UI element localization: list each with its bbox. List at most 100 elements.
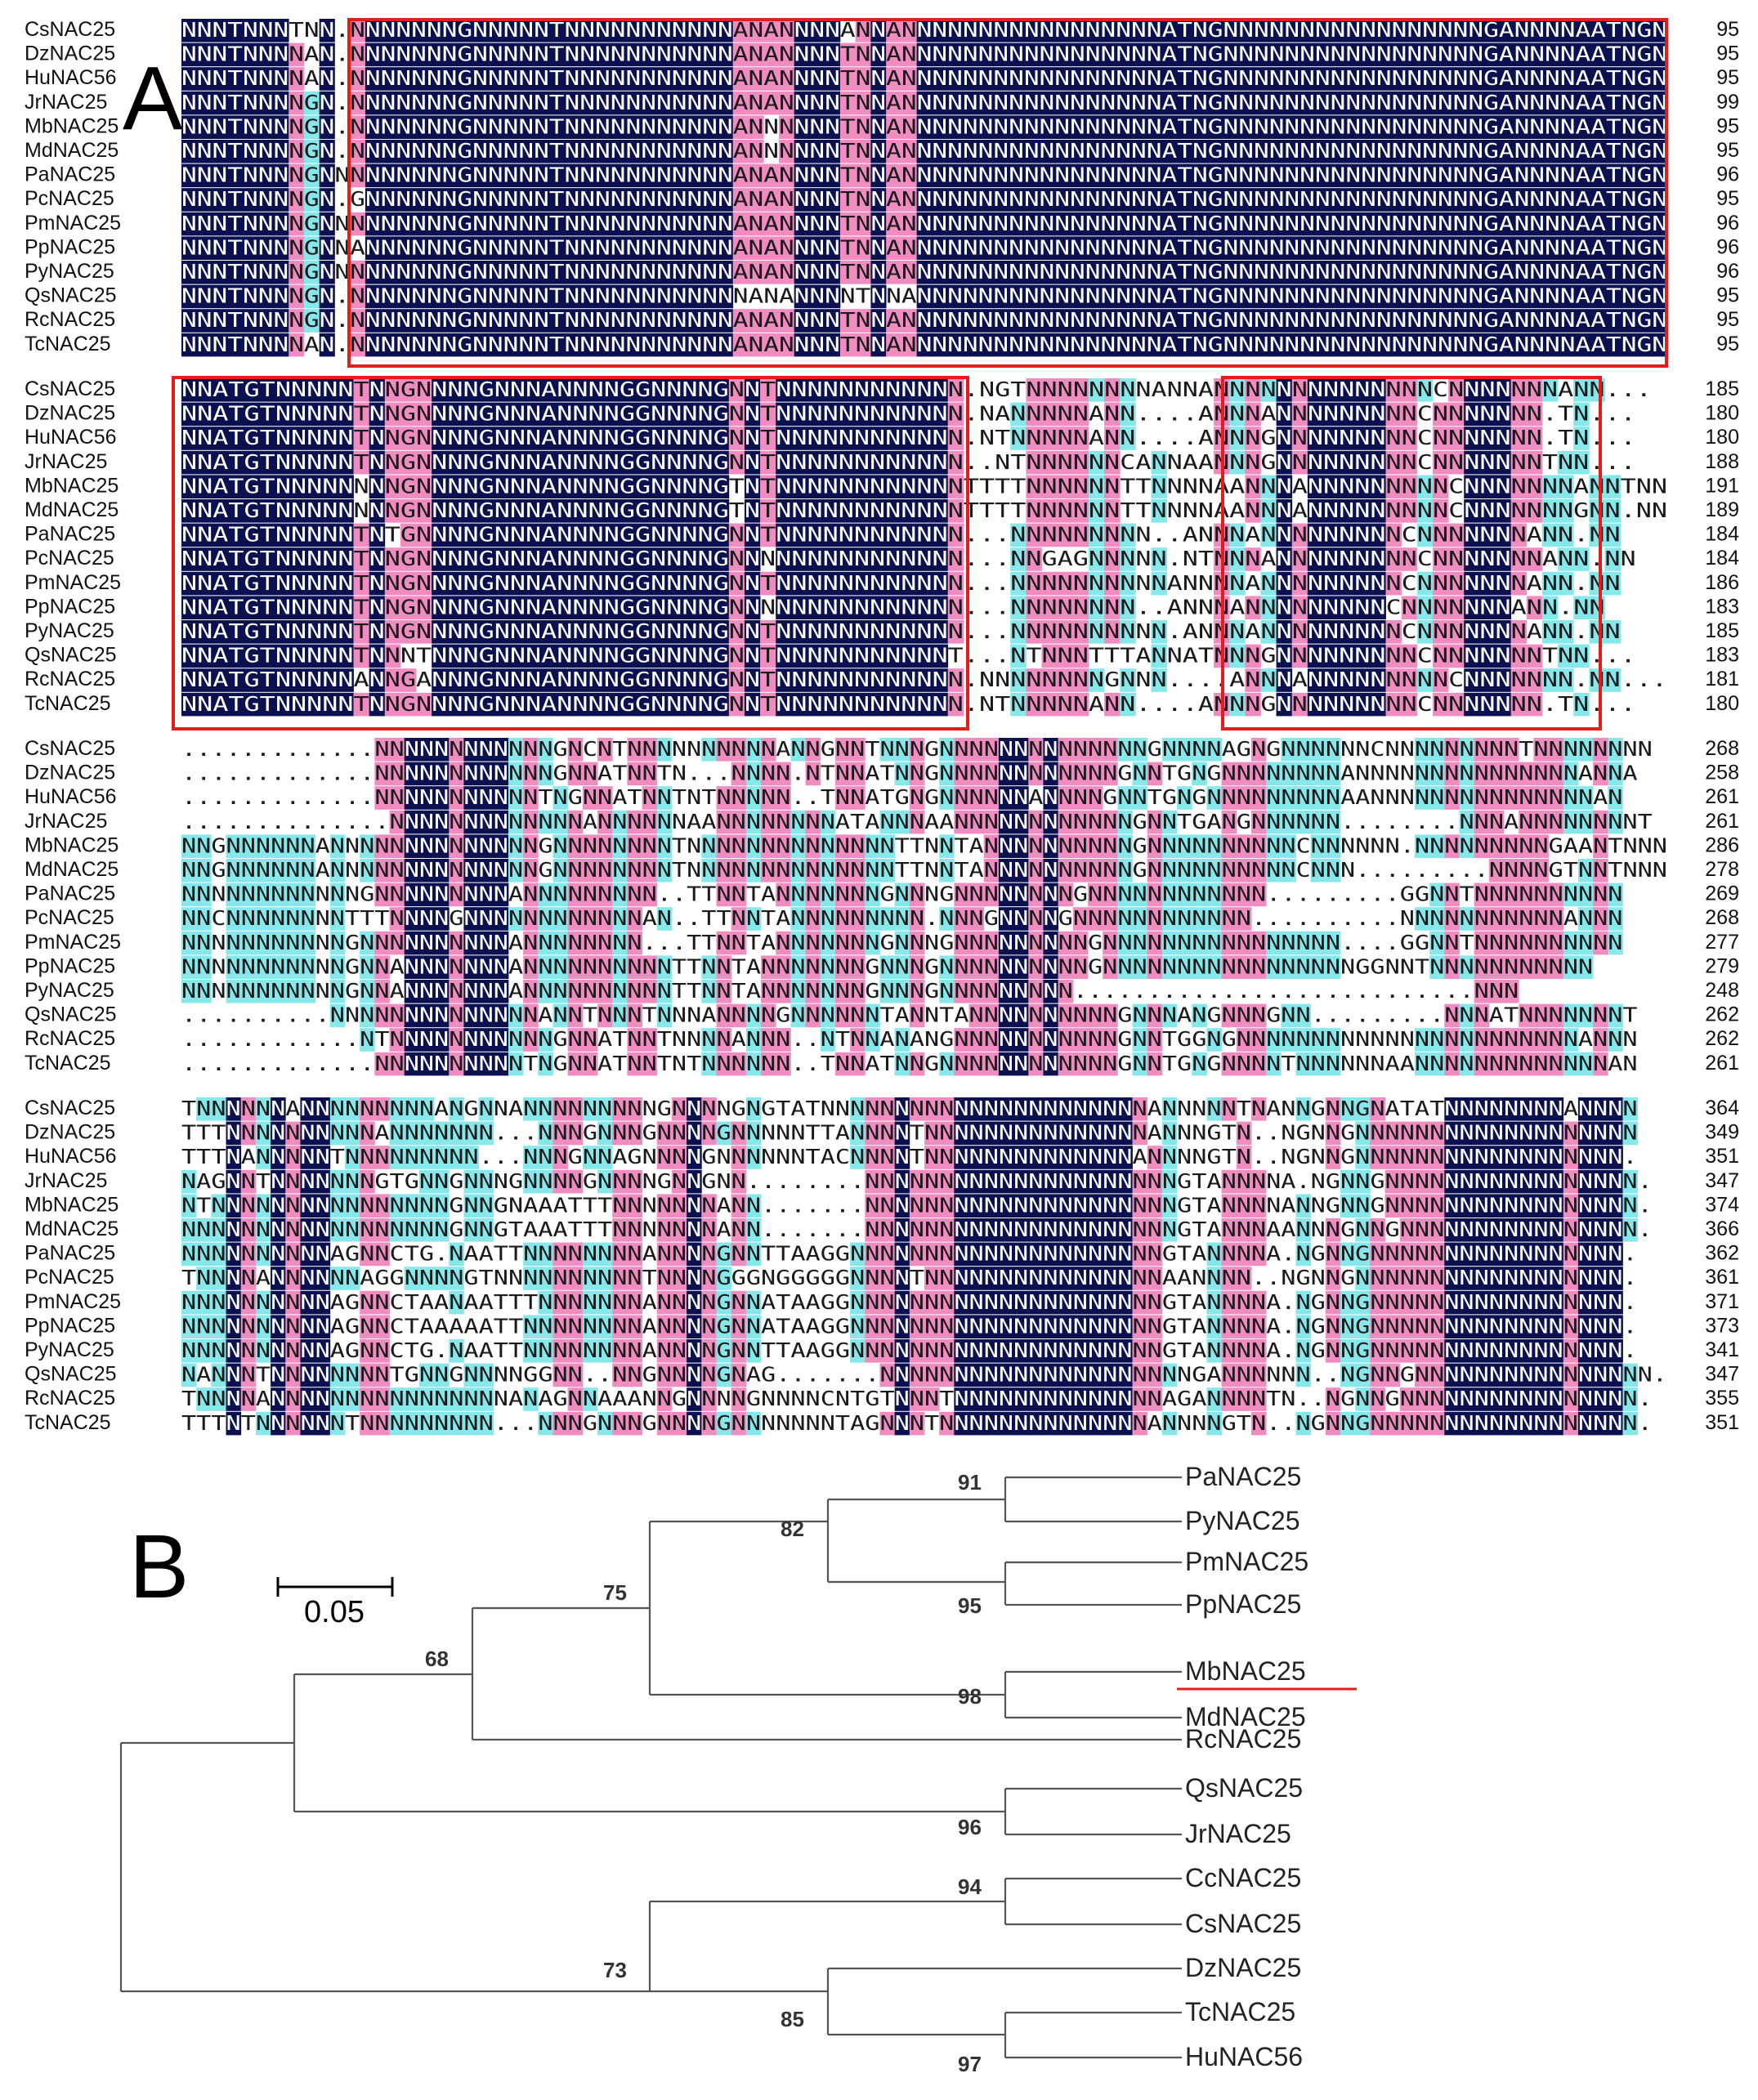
residue-shade bbox=[1391, 42, 1407, 67]
residue-shade bbox=[1529, 115, 1546, 139]
residue-shade bbox=[457, 115, 473, 139]
residue-shade bbox=[1146, 67, 1162, 91]
sequence-text-overlay: NNATGTNNNNN N NNNGNNNANNNNGGNNNNG N NNNN… bbox=[181, 547, 1636, 570]
residue-shade bbox=[1452, 115, 1469, 139]
residue-shade bbox=[503, 42, 519, 67]
residue-shade bbox=[794, 91, 810, 115]
residue-shade bbox=[1085, 91, 1101, 115]
residue-shade bbox=[1039, 42, 1055, 67]
residue-shade bbox=[962, 91, 978, 115]
residue-shade bbox=[732, 19, 749, 42]
bootstrap-value: 85 bbox=[781, 2007, 804, 2031]
residue-shade bbox=[518, 140, 535, 163]
sequence-row: NNATGTNNNNNTNNGNNNNGNNNANNNNGGNNNNGNNTNN… bbox=[181, 426, 1636, 450]
residue-shade bbox=[196, 42, 212, 67]
species-label: TcNAC25 bbox=[25, 333, 111, 355]
residue-shade bbox=[1223, 115, 1239, 139]
residue-shade bbox=[1452, 140, 1469, 163]
residue-shade bbox=[886, 163, 902, 188]
residue-shade bbox=[702, 91, 718, 115]
residue-shade bbox=[1284, 42, 1300, 67]
residue-shade bbox=[1116, 115, 1132, 139]
position-number: 95 bbox=[1716, 308, 1739, 331]
residue-shade bbox=[855, 91, 871, 115]
residue-shade bbox=[1238, 19, 1255, 42]
residue-shade bbox=[1314, 140, 1331, 163]
residue-shade bbox=[1023, 42, 1040, 67]
residue-shade bbox=[794, 67, 810, 91]
residue-shade bbox=[717, 140, 734, 163]
residue-shade bbox=[1192, 67, 1209, 91]
position-number: 361 bbox=[1705, 1266, 1739, 1289]
residue-shade bbox=[732, 67, 749, 91]
residue-shade bbox=[564, 19, 580, 42]
sequence-text-overlay: NNN NNN NN N bbox=[181, 979, 1519, 1003]
residue-shade bbox=[1422, 67, 1438, 91]
residue-shade bbox=[916, 140, 933, 163]
residue-shade bbox=[947, 115, 964, 139]
residue-shade bbox=[441, 42, 458, 67]
position-number: 362 bbox=[1705, 1242, 1739, 1265]
residue-shade bbox=[212, 115, 228, 139]
sequence-text-overlay: NNN NNN NN N bbox=[181, 737, 1653, 761]
residue-shade bbox=[641, 19, 657, 42]
residue-shade bbox=[962, 19, 978, 42]
sequence-row: TTTNNNNNNNNNNANNNNNNN...NNNGNNNGNNNNGNNN… bbox=[181, 1121, 1639, 1146]
residue-shade bbox=[932, 115, 948, 139]
species-label: DzNAC25 bbox=[25, 762, 115, 784]
leaf-label: RcNAC25 bbox=[1185, 1724, 1301, 1754]
bootstrap-value: 68 bbox=[425, 1646, 449, 1671]
residue-shade bbox=[1009, 91, 1025, 115]
residue-shade bbox=[380, 91, 396, 115]
species-label: MbNAC25 bbox=[25, 114, 119, 137]
residue-shade bbox=[1468, 67, 1484, 91]
residue-shade bbox=[1039, 67, 1055, 91]
residue-shade bbox=[426, 19, 443, 42]
residue-shade bbox=[702, 163, 718, 188]
residue-shade bbox=[441, 140, 458, 163]
residue-shade bbox=[1514, 91, 1530, 115]
residue-shade bbox=[350, 115, 366, 139]
sequence-row: NNNTNNNNGNNNNNNNNNGNNNNNTNNNNNNNNNNNANAN… bbox=[181, 163, 1668, 188]
residue-shade bbox=[671, 115, 687, 139]
sequence-row: NNNNNNNNNNAGNNCTG.NAATTNNNNNNNNANNNNGNNT… bbox=[181, 1338, 1638, 1363]
residue-shade bbox=[809, 91, 825, 115]
position-number: 95 bbox=[1716, 66, 1739, 89]
residue-shade bbox=[1177, 67, 1193, 91]
species-label: RcNAC25 bbox=[25, 308, 115, 331]
residue-shade bbox=[839, 115, 857, 139]
residue-shade bbox=[1361, 67, 1377, 91]
residue-shade bbox=[212, 67, 228, 91]
residue-shade bbox=[825, 163, 841, 188]
species-label: HuNAC56 bbox=[25, 66, 117, 89]
residue-shade bbox=[748, 67, 764, 91]
residue-shade bbox=[579, 67, 596, 91]
sequence-row: NNATGTNNNNNTNNGNNNNGNNNANNNNGGNNNNGNNTNN… bbox=[181, 378, 1652, 402]
position-number: 364 bbox=[1705, 1097, 1739, 1119]
residue-shade bbox=[1437, 42, 1454, 67]
residue-shade bbox=[472, 42, 489, 67]
residue-shade bbox=[518, 67, 535, 91]
sequence-row: NNNNNNNNNNNGNNNNNNNNNNANNNNNNNN...TTNNTA… bbox=[181, 931, 1623, 955]
species-label: TcNAC25 bbox=[25, 1052, 111, 1075]
residue-shade bbox=[1009, 140, 1025, 163]
residue-shade bbox=[1131, 91, 1147, 115]
residue-shade bbox=[1545, 19, 1561, 42]
residue-shade bbox=[671, 19, 687, 42]
residue-shade bbox=[518, 163, 535, 188]
residue-shade bbox=[1483, 42, 1500, 67]
residue-shade bbox=[273, 140, 289, 163]
residue-shade bbox=[809, 42, 825, 67]
residue-shade bbox=[396, 19, 412, 42]
species-label: PaNAC25 bbox=[25, 882, 115, 905]
sequence-text-overlay: N N NN N N NNNNNNNNNNNN NNNNNNNN NNN bbox=[181, 1121, 1638, 1145]
position-number: 95 bbox=[1716, 284, 1739, 307]
residue-shade bbox=[1223, 91, 1239, 115]
residue-shade bbox=[1452, 19, 1469, 42]
residue-shade bbox=[227, 67, 244, 91]
residue-shade bbox=[319, 140, 335, 163]
residue-shade bbox=[196, 115, 212, 139]
position-number: 95 bbox=[1716, 333, 1739, 355]
residue-shade bbox=[365, 163, 382, 188]
residue-shade bbox=[273, 163, 289, 188]
